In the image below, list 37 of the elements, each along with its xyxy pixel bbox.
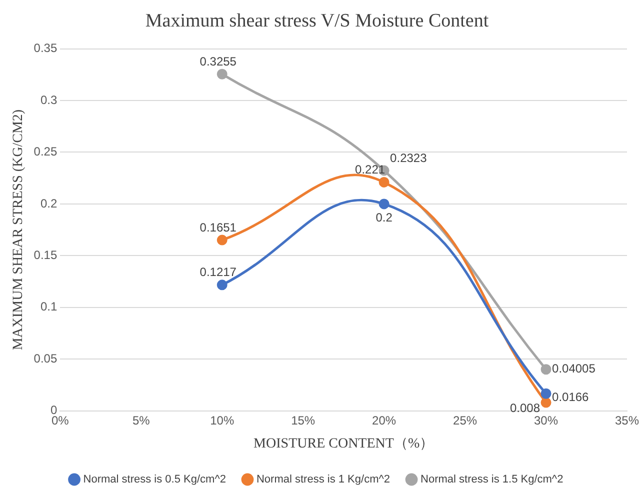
data-label: 0.1217 [200, 265, 237, 280]
data-label: 0.2323 [390, 150, 428, 165]
y-tick-label: 0.1 [40, 300, 58, 314]
data-label: 0.1651 [200, 220, 237, 234]
legend-label: Normal stress is 1.5 Kg/cm^2 [420, 474, 564, 486]
data-label: 0.04005 [552, 362, 596, 376]
point [540, 397, 552, 408]
data-label: 0.221 [355, 162, 386, 177]
y-tick-label: 0.35 [34, 41, 58, 56]
x-axis-title: MOISTURE CONTENT（%） [254, 436, 434, 452]
x-tick-label: 15% [291, 413, 316, 428]
legend-label: Normal stress is 1 Kg/cm^2 [256, 474, 390, 486]
data-label: 0.3255 [200, 54, 237, 68]
point [378, 198, 390, 210]
chart-title: Maximum shear stress V/S Moisture Content [145, 10, 490, 32]
data-label: 0.0166 [552, 390, 590, 404]
legend-label: Normal stress is 0.5 Kg/cm^2 [83, 474, 226, 486]
x-tick-label: 30% [534, 413, 558, 428]
x-tick-label: 20% [372, 413, 396, 428]
y-tick-label: 0.25 [34, 144, 58, 159]
y-tick-label: 0.2 [40, 196, 58, 210]
point [216, 234, 228, 246]
point [216, 68, 228, 80]
x-tick-label: 25% [453, 413, 478, 428]
x-tick-label: 10% [210, 413, 234, 428]
y-tick-label: 0.15 [34, 248, 58, 262]
x-tick-label: 5% [132, 413, 150, 428]
point [378, 176, 390, 188]
y-tick-label: 0.3 [40, 92, 58, 107]
point [216, 280, 228, 290]
data-label: 0.008 [510, 400, 540, 415]
data-label: 0.2 [376, 210, 393, 224]
point [540, 364, 552, 375]
point [540, 388, 552, 399]
x-tick-label: 35% [614, 413, 640, 428]
y-axis-title: MAXIMUM SHEAR STRESS (KG/CM2) [11, 109, 26, 350]
y-tick-label: 0.05 [34, 351, 58, 366]
